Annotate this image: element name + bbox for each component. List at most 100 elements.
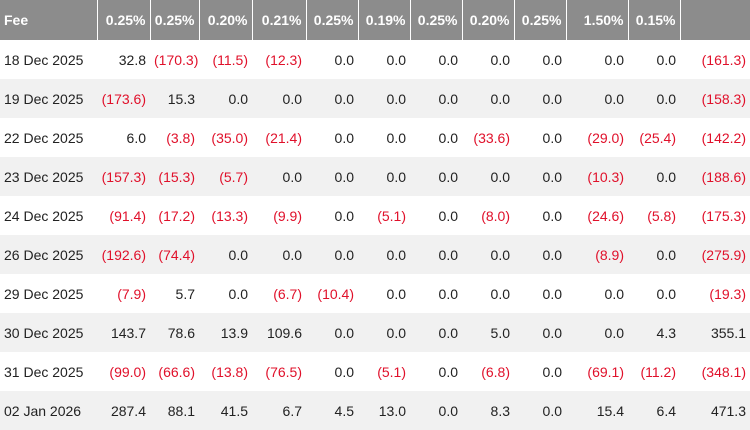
value-cell: 471.3 <box>680 391 750 430</box>
value-cell: (69.1) <box>587 363 624 380</box>
value-cell: 0.0 <box>386 129 406 146</box>
value-cell: 0.0 <box>514 79 566 118</box>
value-cell: (19.3) <box>709 285 746 302</box>
value-cell: 15.4 <box>566 391 628 430</box>
value-cell: 0.0 <box>358 157 410 196</box>
value-cell: 0.0 <box>438 363 458 380</box>
fee-header: 0.25% <box>97 0 151 40</box>
value-cell: 0.0 <box>410 313 462 352</box>
table-row: 19 Dec 2025 (173.6) 15.3 0.0 0.0 0.0 0.0 0.0 0.0… <box>0 79 750 118</box>
value-cell: 0.0 <box>334 129 354 146</box>
value-cell: 0.0 <box>566 313 628 352</box>
date-cell: 24 Dec 2025 <box>4 207 84 224</box>
value-cell: 0.0 <box>410 391 462 430</box>
value-cell: 0.0 <box>306 235 358 274</box>
value-cell: 0.0 <box>542 51 562 68</box>
value-cell: (10.4) <box>317 285 354 302</box>
value-cell: 4.5 <box>306 391 358 430</box>
value-cell: 0.0 <box>604 51 624 68</box>
value-cell: 0.0 <box>542 285 562 302</box>
value-cell: 0.0 <box>410 235 462 274</box>
value-cell: 0.0 <box>306 313 358 352</box>
value-cell: 0.0 <box>656 51 676 68</box>
value-cell: (275.9) <box>680 235 750 274</box>
value-cell: 4.3 <box>628 313 680 352</box>
value-cell: (12.3) <box>265 51 302 68</box>
value-cell: 143.7 <box>97 313 150 352</box>
value-cell: (33.6) <box>473 129 510 146</box>
value-cell: (6.7) <box>273 285 302 302</box>
value-cell: 0.0 <box>656 285 676 302</box>
date-cell: 22 Dec 2025 <box>4 129 84 146</box>
date-cell: 18 Dec 2025 <box>4 51 84 68</box>
value-cell: 0.0 <box>566 79 628 118</box>
value-cell: 0.0 <box>252 79 306 118</box>
value-cell: 0.0 <box>542 363 562 380</box>
value-cell: 0.0 <box>438 129 458 146</box>
table-row: 24 Dec 2025 (91.4) (17.2) (13.3) (9.9) 0.0 (5.… <box>0 196 750 235</box>
table-row: 23 Dec 2025 (157.3) (15.3) (5.7) 0.0 0.0 0.0 0.… <box>0 157 750 196</box>
header-row: Fee 0.25% 0.25% 0.20% 0.21% 0.25% 0.19% 0.25% 0.… <box>0 0 750 40</box>
value-cell: (8.0) <box>481 207 510 224</box>
fee-header: 0.25% <box>306 0 359 40</box>
value-cell: 0.0 <box>462 157 514 196</box>
value-cell: (11.5) <box>212 51 248 68</box>
value-cell: (10.3) <box>566 157 628 196</box>
value-cell: 32.8 <box>118 51 146 68</box>
value-cell: (17.2) <box>158 207 195 224</box>
value-cell: 0.0 <box>514 157 566 196</box>
value-cell: 0.0 <box>542 207 562 224</box>
value-cell: (5.8) <box>647 207 676 224</box>
value-cell: (35.0) <box>211 129 248 146</box>
date-cell: 23 Dec 2025 <box>0 157 97 196</box>
value-cell: (157.3) <box>97 157 150 196</box>
value-cell: (161.3) <box>701 51 746 68</box>
value-cell: 13.9 <box>199 313 252 352</box>
value-cell: (5.1) <box>377 363 406 380</box>
value-cell: 8.3 <box>462 391 514 430</box>
value-cell: (173.6) <box>97 79 150 118</box>
value-cell: 287.4 <box>97 391 150 430</box>
value-cell: (170.3) <box>154 51 199 68</box>
fee-header: 0.25% <box>150 0 200 40</box>
value-cell: (11.2) <box>640 363 676 380</box>
value-cell: 41.5 <box>199 391 252 430</box>
value-cell: 0.0 <box>358 313 410 352</box>
fee-header: 0.21% <box>252 0 307 40</box>
value-cell: 0.0 <box>228 285 248 302</box>
value-cell: (76.5) <box>265 363 302 380</box>
value-cell: 0.0 <box>199 235 252 274</box>
value-cell: 0.0 <box>438 285 458 302</box>
table-row: 26 Dec 2025 (192.6) (74.4) 0.0 0.0 0.0 0.0 0.0 0… <box>0 235 750 274</box>
value-cell: (175.3) <box>701 207 746 224</box>
date-cell: 31 Dec 2025 <box>4 363 84 380</box>
value-cell: (9.9) <box>273 207 302 224</box>
value-cell: 0.0 <box>334 51 354 68</box>
value-cell: (6.8) <box>481 363 510 380</box>
value-cell: 0.0 <box>410 157 462 196</box>
value-cell: 109.6 <box>252 313 306 352</box>
fee-header: 0.19% <box>358 0 411 40</box>
fee-header: 0.20% <box>199 0 253 40</box>
fee-header: 1.50% <box>566 0 629 40</box>
value-cell: 0.0 <box>628 157 680 196</box>
value-cell: 0.0 <box>386 51 406 68</box>
table-row: 22 Dec 2025 6.0 (3.8) (35.0) (21.4) 0.0 0.0 0.0… <box>0 118 750 157</box>
value-cell: 78.6 <box>150 313 199 352</box>
value-cell: 0.0 <box>306 157 358 196</box>
table-row: 31 Dec 2025 (99.0) (66.6) (13.8) (76.5) 0.0 (5… <box>0 352 750 391</box>
value-cell: 6.4 <box>628 391 680 430</box>
value-cell: (5.7) <box>199 157 252 196</box>
value-cell: 0.0 <box>628 79 680 118</box>
value-cell: 0.0 <box>252 235 306 274</box>
value-cell: 0.0 <box>462 79 514 118</box>
value-cell: (13.3) <box>211 207 248 224</box>
value-cell: (91.4) <box>109 207 146 224</box>
fee-header: 0.25% <box>410 0 463 40</box>
value-cell: 0.0 <box>514 313 566 352</box>
date-cell: 02 Jan 2026 <box>0 391 97 430</box>
value-cell: 0.0 <box>410 79 462 118</box>
value-cell: (192.6) <box>97 235 150 274</box>
